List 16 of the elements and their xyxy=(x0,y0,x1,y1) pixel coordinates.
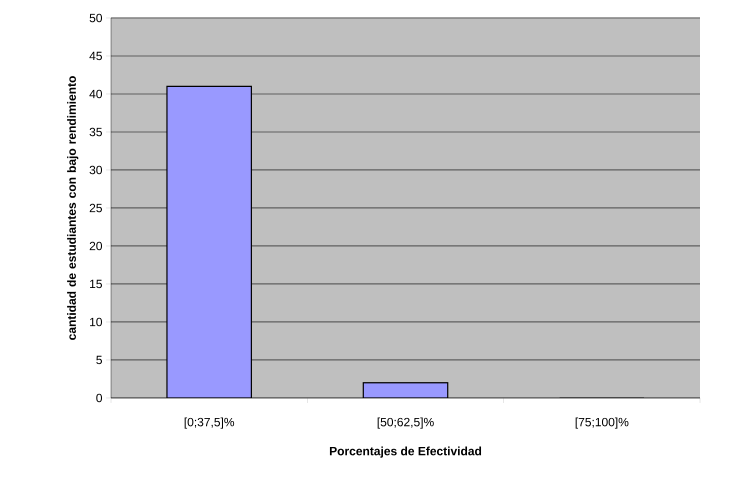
y-tick-label: 45 xyxy=(89,52,102,60)
y-tick-label: 50 xyxy=(90,14,102,22)
x-tick-label: [50;62,5]% xyxy=(378,417,434,429)
x-tick-label: [75;100]% xyxy=(576,417,628,429)
y-tick-label: 15 xyxy=(90,280,102,288)
y-tick-label: 40 xyxy=(89,90,102,98)
y-tick-label: 10 xyxy=(90,318,102,326)
y-tick-label: 25 xyxy=(90,204,102,212)
x-axis-title: Porcentajes de Efectividad xyxy=(330,446,482,458)
y-tick-label: 5 xyxy=(96,356,102,364)
y-tick-label: 20 xyxy=(90,242,102,250)
x-tick-label: [0;37,5]% xyxy=(184,417,234,429)
y-tick-label: 35 xyxy=(90,128,102,136)
y-tick-label: 30 xyxy=(90,166,102,174)
y-tick-label: 0 xyxy=(96,394,102,402)
y-axis-title: cantidad de estudiantes con bajo rendimiento xyxy=(67,76,78,340)
